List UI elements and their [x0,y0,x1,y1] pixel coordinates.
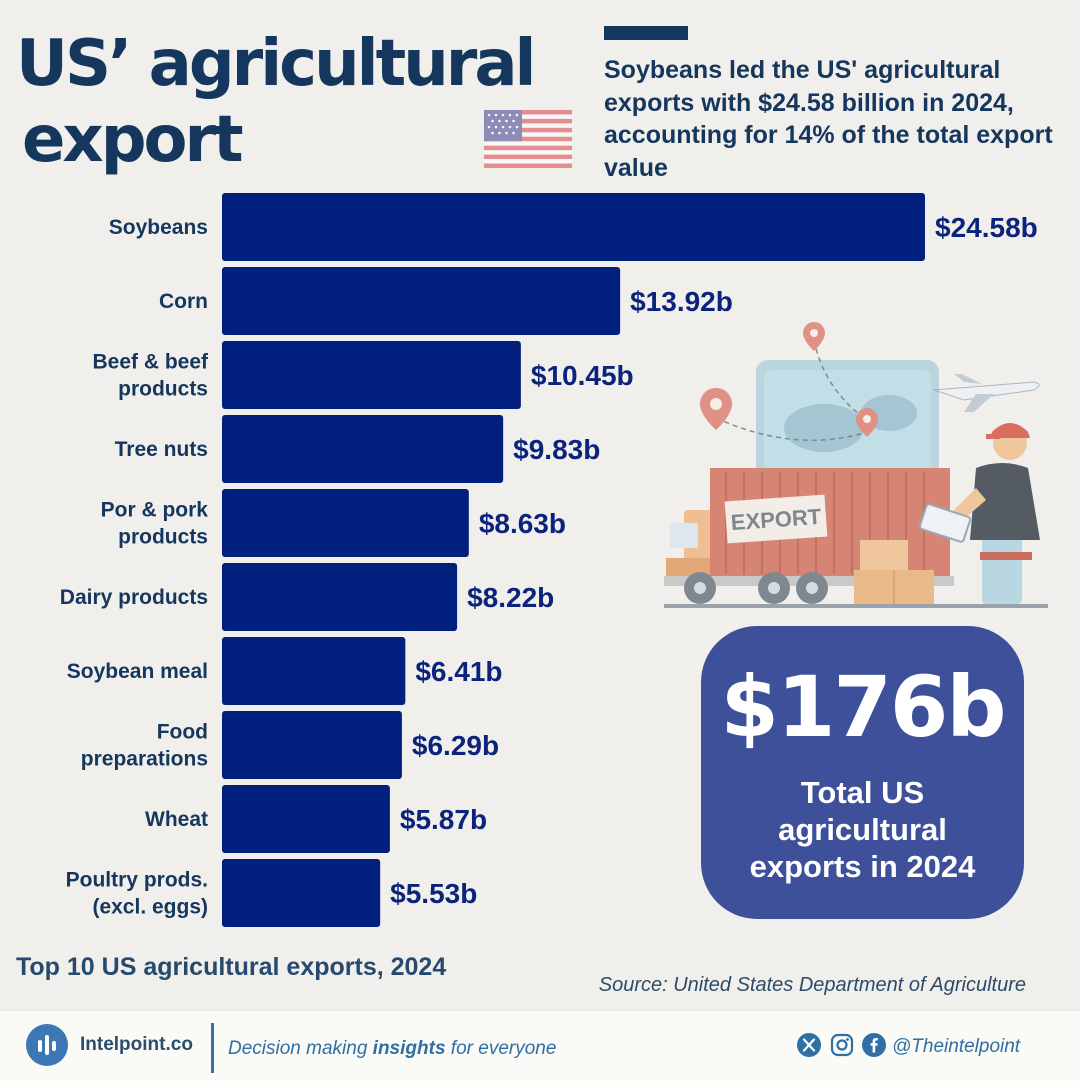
category-label: Soybeans [109,216,208,239]
tagline-emphasis: insights [372,1038,446,1059]
airplane-icon [933,374,1040,412]
bar [222,341,521,409]
footer: Intelpoint.co Decision making insights f… [0,1010,1080,1081]
category-label: Por & pork products [101,499,209,549]
bar [222,267,621,335]
value-label: $6.41b [415,656,502,687]
value-label: $24.58b [935,212,1038,243]
bar [222,415,504,483]
bar [222,489,469,557]
category-label: Wheat [145,808,208,831]
worker-figure [918,423,1040,604]
category-label: Corn [159,290,208,313]
accent-bar [604,26,688,40]
category-label: Beef & beef products [92,351,209,401]
tagline: Decision making insights for everyone [228,1038,556,1060]
value-label: $6.29b [412,730,499,761]
tagline-end: for everyone [445,1038,557,1059]
map-pin-icon [856,408,878,437]
source-note: Source: United States Department of Agri… [598,974,1026,996]
bar [222,637,406,705]
tagline-start: Decision making [228,1038,373,1059]
category-label: Poultry prods. (excl. eggs) [66,869,208,919]
bar [222,193,925,261]
total-label: Total US agricultural exports in 2024 [749,775,976,884]
brand-name[interactable]: Intelpoint.co [80,1034,193,1055]
value-label: $8.22b [467,582,554,613]
title-line-1: US’ agricultural [16,27,536,101]
category-label: Soybean meal [67,660,208,683]
map-pin-icon [700,388,732,430]
value-label: $9.83b [513,434,600,465]
category-label: Food preparations [81,721,208,771]
us-flag-icon [484,110,572,168]
category-label: Tree nuts [115,438,208,461]
intelpoint-logo-icon[interactable] [26,1024,68,1066]
value-label: $5.53b [390,878,477,909]
value-label: $8.63b [479,508,566,539]
value-label: $13.92b [630,286,733,317]
x-icon[interactable] [797,1033,821,1057]
subtitle: Soybeans led the US' agricultural export… [604,56,1053,182]
value-label: $10.45b [531,360,634,391]
chart-title: Top 10 US agricultural exports, 2024 [16,953,447,981]
title-line-2: export [22,103,244,177]
page-title: US’ agricultural export [16,26,536,178]
footer-divider [211,1023,214,1073]
bar-chart: Soybeans $24.58b Corn $13.92b Beef & beef pro… [60,193,1038,927]
bar [222,711,402,779]
bar [222,785,390,853]
value-label: $5.87b [400,804,487,835]
export-truck-illustration: EXPORT [664,322,1048,608]
category-label: Dairy products [60,586,208,609]
bar [222,563,458,631]
truck-wheel-icon [684,572,828,604]
social-handle[interactable]: @Theintelpoint [892,1036,1021,1057]
instagram-icon[interactable] [830,1033,854,1057]
map-pin-icon [803,322,825,351]
facebook-icon[interactable] [862,1033,886,1057]
bar [222,859,381,927]
total-value: $176b [720,658,1007,756]
total-exports-card: $176b Total US agricultural exports in 2… [701,626,1024,919]
